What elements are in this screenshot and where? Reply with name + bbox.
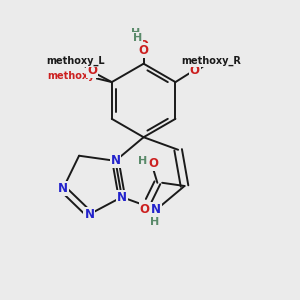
Text: N: N xyxy=(110,154,121,167)
Text: H: H xyxy=(133,33,142,43)
Text: N: N xyxy=(117,190,127,203)
Text: H: H xyxy=(131,28,140,38)
Text: N: N xyxy=(152,203,161,216)
Text: methoxy_R: methoxy_R xyxy=(182,56,242,66)
Text: O: O xyxy=(139,44,148,57)
Text: O: O xyxy=(139,39,148,52)
Text: O: O xyxy=(148,157,158,170)
Text: O: O xyxy=(140,203,150,216)
Text: methoxy: methoxy xyxy=(47,71,95,81)
Text: H: H xyxy=(138,156,147,166)
Text: O: O xyxy=(87,64,98,77)
Text: methoxy_L: methoxy_L xyxy=(46,56,105,66)
Text: O: O xyxy=(85,70,95,83)
Text: N: N xyxy=(58,182,68,195)
Text: N: N xyxy=(84,208,94,221)
Text: H: H xyxy=(150,217,159,227)
Text: O: O xyxy=(190,64,200,77)
